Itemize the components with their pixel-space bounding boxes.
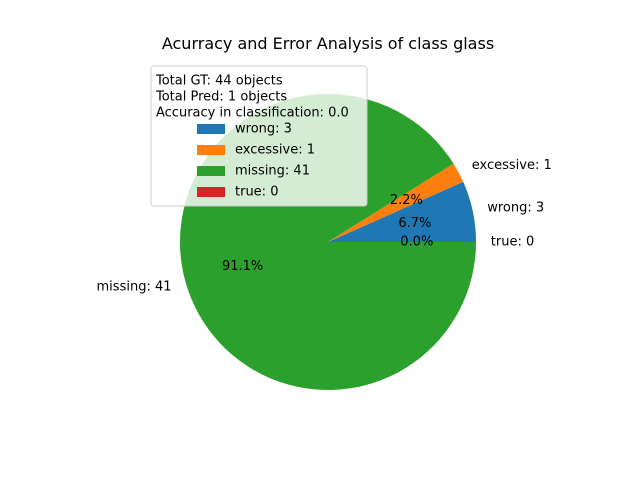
legend-info-line: Total Pred: 1 objects [155,90,287,105]
slice-label-missing: missing: 41 [97,279,172,294]
pie-labels: wrong: 3 6.7% excessive: 1 2.2% missing: 41 9… [97,158,552,294]
slice-label-excessive: excessive: 1 [472,158,552,173]
slice-percent-missing: 91.1% [222,259,263,274]
pie-slice-excessive [328,163,464,242]
slice-percent-true: 0.0% [400,235,433,250]
slice-percent-wrong: 6.7% [398,216,431,231]
legend-swatch [197,187,225,197]
chart-title: Acurracy and Error Analysis of class gla… [162,34,494,53]
legend-entry-label: wrong: 3 [235,122,292,137]
legend-entry-label: missing: 41 [235,164,310,179]
slice-label-wrong: wrong: 3 [487,201,544,216]
legend-entry-label: excessive: 1 [235,143,315,158]
legend-entry-label: true: 0 [235,185,278,200]
legend-swatch [197,124,225,134]
legend-swatch [197,166,225,176]
slice-label-true: true: 0 [491,235,534,250]
pie-slice-wrong [328,181,476,242]
legend-info-line: Accuracy in classification: 0.0 [156,106,349,121]
legend-info-line: Total GT: 44 objects [155,74,283,89]
legend-swatch [197,145,225,155]
slice-percent-excessive: 2.2% [390,193,423,208]
